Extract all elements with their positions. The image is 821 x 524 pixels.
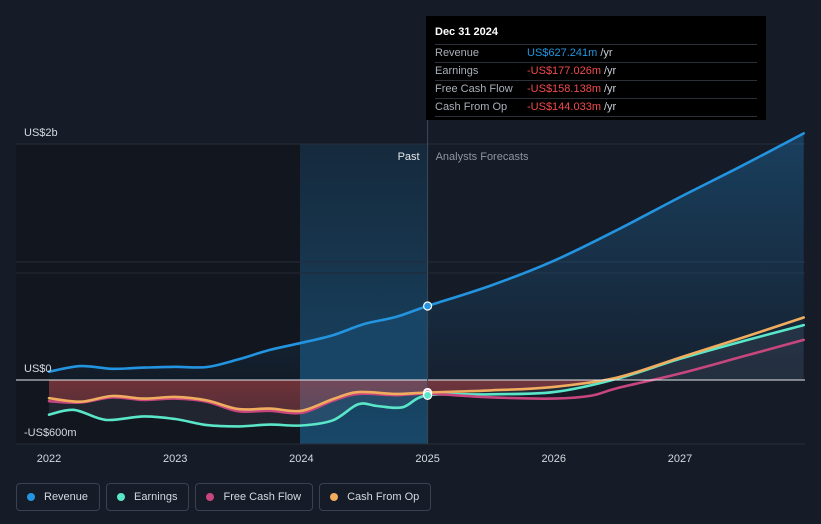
x-tick-label: 2026: [542, 453, 566, 465]
tooltip-row-unit: /yr: [604, 65, 617, 77]
revenue-area: [49, 133, 804, 380]
legend-dot-icon: [117, 493, 126, 501]
y-tick-label: US$2b: [24, 127, 58, 139]
legend-item-revenue[interactable]: Revenue: [16, 483, 101, 511]
legend-item-cash-from-op[interactable]: Cash From Op: [319, 483, 432, 511]
tooltip-row-label: Revenue: [435, 47, 480, 59]
legend-label: Cash From Op: [347, 491, 420, 503]
tooltip-row-free-cash-flow: Free Cash Flow -US$158.138m /yr: [435, 80, 757, 98]
x-tick-label: 2027: [668, 453, 692, 465]
series-areas: [49, 133, 804, 427]
free-cash-flow-line: [47, 338, 805, 415]
tooltip-row-label: Free Cash Flow: [435, 83, 513, 95]
legend-dot-icon: [330, 493, 339, 501]
forecast-label: Analysts Forecasts: [436, 151, 529, 163]
x-axis: 2022 2023 2024 2025 2026 2027: [37, 453, 692, 465]
x-tick-label: 2023: [163, 453, 187, 465]
tooltip-row-unit: /yr: [600, 47, 613, 59]
legend-dot-icon: [206, 493, 215, 501]
earnings-marker: [423, 390, 433, 400]
tooltip-row-label: Cash From Op: [435, 101, 508, 113]
tooltip-row-cash-from-op: Cash From Op -US$144.033m /yr: [435, 98, 757, 117]
tooltip: Dec 31 2024 Revenue US$627.241m /yr Earn…: [426, 16, 766, 120]
earnings-area: [49, 325, 804, 427]
y-tick-label: US$0: [24, 363, 52, 375]
y-tick-label: -US$600m: [24, 427, 77, 439]
revenue-line: [47, 132, 805, 373]
tooltip-row-unit: /yr: [604, 101, 617, 113]
series-lines: [47, 132, 805, 428]
legend-label: Free Cash Flow: [223, 491, 302, 503]
cash-from-op-line: [47, 316, 805, 413]
negative-cash-area: [49, 380, 804, 412]
tooltip-row-value: -US$144.033m: [527, 101, 601, 113]
legend-label: Earnings: [134, 491, 178, 503]
x-tick-label: 2025: [415, 453, 439, 465]
past-label: Past: [398, 151, 420, 163]
tooltip-row-value: -US$177.026m: [527, 65, 601, 77]
tooltip-row-earnings: Earnings -US$177.026m /yr: [435, 62, 757, 80]
legend-item-free-cash-flow[interactable]: Free Cash Flow: [195, 483, 314, 511]
tooltip-row-label: Earnings: [435, 65, 479, 77]
legend: Revenue Earnings Free Cash Flow Cash Fro…: [16, 483, 432, 511]
x-tick-label: 2024: [289, 453, 313, 465]
legend-dot-icon: [27, 493, 35, 501]
legend-item-earnings[interactable]: Earnings: [106, 483, 190, 511]
tooltip-row-value: -US$158.138m: [527, 83, 601, 95]
x-tick-label: 2022: [37, 453, 61, 465]
revenue-marker: [423, 301, 433, 311]
tooltip-date: Dec 31 2024: [435, 26, 498, 38]
legend-label: Revenue: [44, 491, 89, 503]
tooltip-row-value: US$627.241m: [527, 47, 598, 59]
highlight-markers: [423, 301, 433, 400]
tooltip-row-unit: /yr: [604, 83, 617, 95]
tooltip-row-revenue: Revenue US$627.241m /yr: [435, 44, 757, 62]
y-axis: US$2b US$0 -US$600m: [24, 127, 77, 439]
